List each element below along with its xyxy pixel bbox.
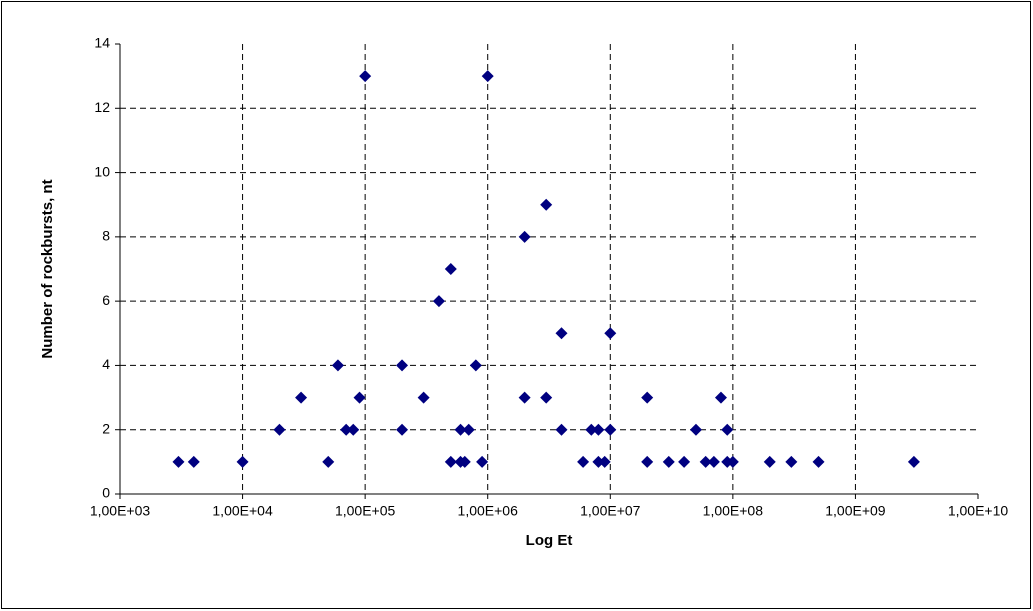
data-point — [699, 455, 712, 468]
data-point — [187, 455, 200, 468]
data-point — [417, 391, 430, 404]
data-point — [641, 391, 654, 404]
y-tick-label: 2 — [102, 420, 110, 436]
data-point — [604, 327, 617, 340]
data-point — [458, 455, 471, 468]
data-point — [662, 455, 675, 468]
data-point — [359, 70, 372, 83]
data-point — [322, 455, 335, 468]
data-point — [555, 423, 568, 436]
data-point — [444, 263, 457, 275]
x-tick-label: 1,00E+06 — [458, 503, 519, 519]
data-point — [340, 423, 353, 436]
data-point — [577, 455, 590, 468]
data-point — [236, 455, 249, 468]
data-point — [641, 455, 654, 468]
x-tick-label: 1,00E+03 — [90, 503, 151, 519]
data-point — [347, 423, 360, 436]
data-point — [432, 295, 445, 308]
data-point — [812, 455, 825, 468]
data-point — [273, 423, 286, 436]
data-point — [763, 455, 776, 468]
data-point — [604, 423, 617, 436]
y-tick-label: 14 — [94, 35, 110, 51]
x-tick-label: 1,00E+04 — [212, 503, 273, 519]
y-tick-label: 4 — [102, 356, 110, 372]
x-tick-label: 1,00E+10 — [948, 503, 1009, 519]
data-point — [907, 455, 920, 468]
data-point — [785, 455, 798, 468]
data-point — [585, 423, 598, 436]
x-tick-label: 1,00E+07 — [580, 503, 641, 519]
data-point — [462, 423, 475, 436]
data-point — [555, 327, 568, 340]
data-point — [714, 391, 727, 404]
y-tick-label: 12 — [94, 99, 110, 115]
data-point — [172, 455, 185, 468]
data-point — [540, 391, 553, 404]
data-point — [707, 455, 720, 468]
data-point — [518, 230, 531, 243]
data-point — [331, 359, 344, 372]
data-point — [540, 198, 553, 211]
y-tick-label: 0 — [102, 485, 110, 501]
data-point — [598, 455, 611, 468]
data-point — [518, 391, 531, 404]
y-axis-title: Number of rockbursts, nt — [39, 179, 56, 358]
data-point — [469, 359, 482, 372]
data-point — [396, 359, 409, 372]
y-tick-label: 8 — [102, 228, 110, 244]
y-tick-label: 10 — [94, 163, 110, 179]
data-point — [444, 455, 457, 468]
data-point — [592, 455, 605, 468]
x-axis-title: Log Et — [526, 532, 573, 549]
y-tick-label: 6 — [102, 292, 110, 308]
data-point — [721, 423, 734, 436]
data-point — [689, 423, 702, 436]
data-point — [396, 423, 409, 436]
x-tick-label: 1,00E+05 — [335, 503, 396, 519]
data-point — [353, 391, 366, 404]
data-point — [295, 391, 308, 404]
data-point — [592, 423, 605, 436]
x-tick-label: 1,00E+08 — [703, 503, 764, 519]
x-tick-label: 1,00E+09 — [825, 503, 886, 519]
data-point — [476, 455, 489, 468]
data-point — [454, 423, 467, 436]
data-point — [481, 70, 494, 83]
data-point — [678, 455, 691, 468]
data-point — [726, 455, 739, 468]
